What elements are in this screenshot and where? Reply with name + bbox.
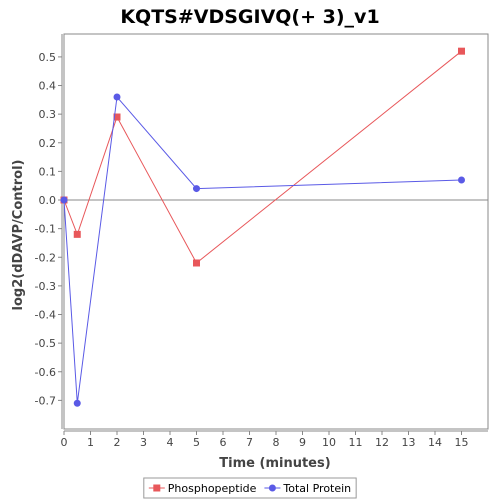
legend-marker-circle <box>268 484 276 492</box>
legend-label-1: Phosphopeptide <box>168 482 257 495</box>
legend: Phosphopeptide Total Protein <box>143 477 357 499</box>
data-point-circle <box>193 185 200 193</box>
x-tick-label: 13 <box>402 436 416 449</box>
y-tick-label: 0.2 <box>39 137 57 150</box>
y-axis-label: log2(dDAVP/Control) <box>11 160 26 311</box>
y-tick-label: 0.5 <box>39 51 57 64</box>
y-tick-label: 0.4 <box>39 80 57 93</box>
data-point-square <box>73 230 81 238</box>
x-tick-label: 3 <box>140 436 147 449</box>
y-tick-label: 0.1 <box>39 165 57 178</box>
x-tick-label: 1 <box>87 436 94 449</box>
x-tick-label: 11 <box>349 436 363 449</box>
data-point-square <box>193 259 200 267</box>
x-tick-label: 5 <box>193 436 200 449</box>
x-axis: 0 1 2 3 4 5 6 7 8 9 10 11 12 13 14 15 <box>61 430 488 449</box>
data-point-circle <box>73 399 81 407</box>
x-tick-label: 14 <box>428 436 442 449</box>
y-tick-label: 0.3 <box>39 108 57 121</box>
x-axis-label: Time (minutes) <box>219 456 330 471</box>
y-axis: -0.7 -0.6 -0.5 -0.4 -0.3 -0.2 -0.1 0.0 0.1 0.2 0.3… <box>35 34 63 429</box>
legend-marker-square <box>153 484 161 492</box>
y-tick-label: -0.7 <box>35 394 56 407</box>
data-point-circle <box>458 176 465 184</box>
x-tick-label: 15 <box>455 436 469 449</box>
x-tick-label: 0 <box>61 436 68 449</box>
x-tick-label: 7 <box>246 436 253 449</box>
x-tick-label: 8 <box>273 436 280 449</box>
y-tick-label: -0.3 <box>35 280 56 293</box>
y-tick-label: -0.1 <box>35 223 56 236</box>
x-tick-label: 9 <box>299 436 306 449</box>
y-tick-label: -0.4 <box>35 309 56 322</box>
x-tick-label: 12 <box>375 436 389 449</box>
y-tick-label: -0.6 <box>35 366 56 379</box>
y-tick-label: -0.5 <box>35 337 56 350</box>
series-layer <box>60 47 465 407</box>
x-tick-label: 6 <box>220 436 227 449</box>
data-point-circle <box>60 196 68 204</box>
y-tick-label: -0.2 <box>35 251 56 264</box>
x-tick-label: 4 <box>167 436 174 449</box>
y-tick-label: 0.0 <box>39 194 57 207</box>
chart-title: KQTS#VDSGIVQ(+ 3)_v1 <box>120 6 379 28</box>
legend-label-2: Total Protein <box>282 482 351 495</box>
plot-area <box>63 33 489 430</box>
data-point-square <box>113 113 121 121</box>
x-tick-label: 2 <box>114 436 121 449</box>
legend-box <box>143 477 357 499</box>
x-tick-label: 10 <box>322 436 336 449</box>
data-point-square <box>458 47 465 55</box>
data-point-circle <box>113 93 121 101</box>
